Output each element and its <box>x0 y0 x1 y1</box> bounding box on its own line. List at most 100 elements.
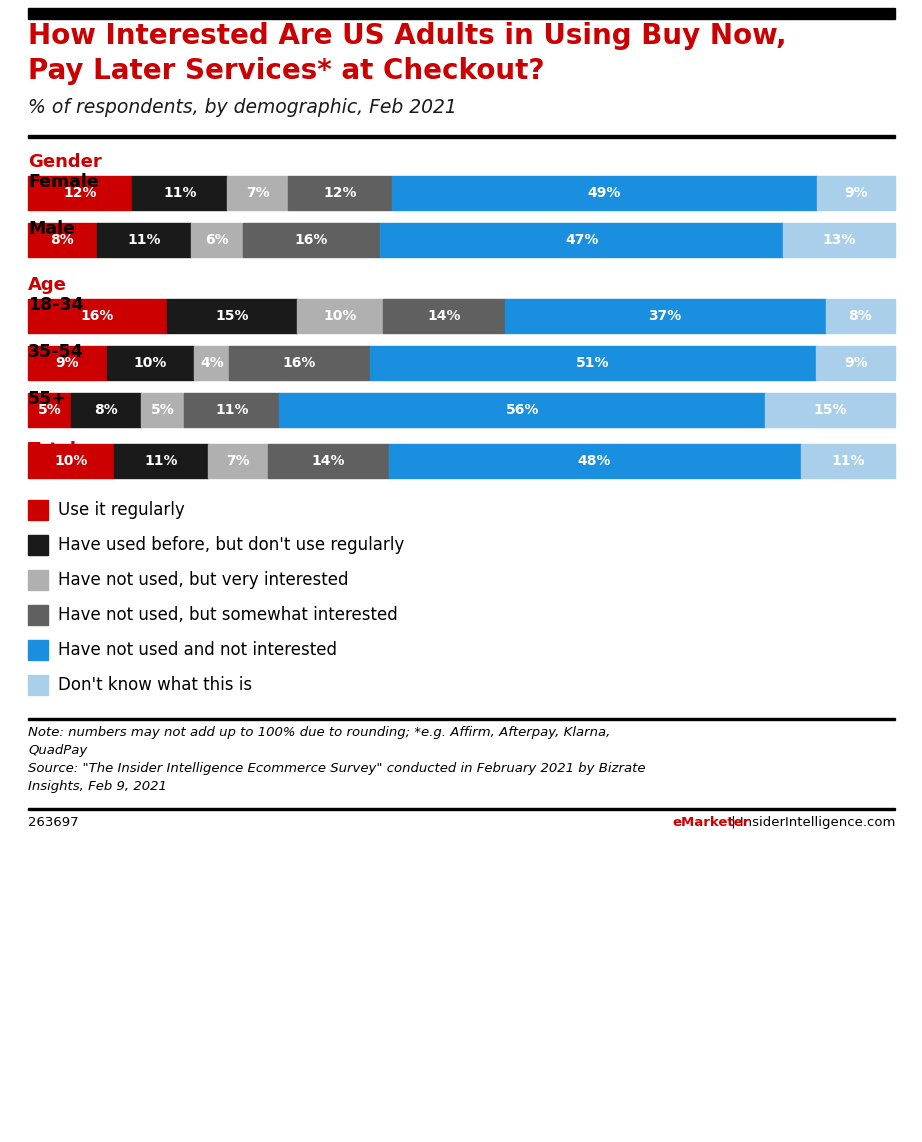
Bar <box>384 299 505 333</box>
Bar <box>242 223 380 257</box>
Bar <box>817 176 895 210</box>
Text: 47%: 47% <box>565 233 598 247</box>
Text: 8%: 8% <box>51 233 74 247</box>
Bar <box>28 135 895 138</box>
Text: 8%: 8% <box>848 309 872 323</box>
Bar <box>392 176 817 210</box>
Bar <box>28 393 71 427</box>
Bar <box>28 718 895 719</box>
Text: 7%: 7% <box>227 455 250 468</box>
Bar <box>784 223 895 257</box>
Bar <box>28 176 132 210</box>
Text: 9%: 9% <box>845 186 868 200</box>
Text: 48%: 48% <box>578 455 611 468</box>
Text: 8%: 8% <box>94 403 118 417</box>
Bar <box>28 809 895 810</box>
Bar <box>28 223 97 257</box>
Bar <box>195 346 230 380</box>
Bar <box>28 444 113 478</box>
Text: 263697: 263697 <box>28 817 78 829</box>
Bar <box>28 299 167 333</box>
Text: 6%: 6% <box>205 233 229 247</box>
Text: Have not used and not interested: Have not used and not interested <box>58 641 337 659</box>
Bar <box>825 299 895 333</box>
Text: 11%: 11% <box>163 186 196 200</box>
Text: 56%: 56% <box>505 403 538 417</box>
Text: 12%: 12% <box>64 186 97 200</box>
Text: | InsiderIntelligence.com: | InsiderIntelligence.com <box>727 817 895 829</box>
Bar <box>28 605 48 625</box>
Text: 5%: 5% <box>38 403 62 417</box>
Text: 37%: 37% <box>648 309 682 323</box>
Text: 35-54: 35-54 <box>28 343 84 361</box>
Bar <box>230 346 370 380</box>
Bar <box>279 393 765 427</box>
Text: 9%: 9% <box>844 356 868 370</box>
Text: 7%: 7% <box>246 186 269 200</box>
Text: 10%: 10% <box>134 356 167 370</box>
Text: Total: Total <box>28 441 77 459</box>
Bar <box>107 346 195 380</box>
Bar <box>28 640 48 660</box>
Bar <box>132 176 228 210</box>
Bar <box>816 346 895 380</box>
Text: Use it regularly: Use it regularly <box>58 501 184 518</box>
Text: 10%: 10% <box>324 309 357 323</box>
Bar <box>297 299 384 333</box>
Bar <box>191 223 242 257</box>
Text: 11%: 11% <box>145 455 178 468</box>
Text: Have not used, but very interested: Have not used, but very interested <box>58 571 349 589</box>
Bar <box>141 393 184 427</box>
Bar <box>800 444 895 478</box>
Bar <box>268 444 388 478</box>
Bar <box>380 223 784 257</box>
Text: 4%: 4% <box>200 356 224 370</box>
Bar <box>167 299 297 333</box>
Text: 14%: 14% <box>312 455 345 468</box>
Text: Don't know what this is: Don't know what this is <box>58 676 252 694</box>
Text: Age: Age <box>28 276 67 293</box>
Bar <box>288 176 392 210</box>
Text: Have used before, but don't use regularly: Have used before, but don't use regularl… <box>58 536 404 554</box>
Text: 51%: 51% <box>576 356 609 370</box>
Text: Pay Later Services* at Checkout?: Pay Later Services* at Checkout? <box>28 57 545 85</box>
Text: 11%: 11% <box>831 455 865 468</box>
Text: Male: Male <box>28 220 75 238</box>
Text: 11%: 11% <box>215 403 249 417</box>
Bar <box>28 8 895 19</box>
Text: 5%: 5% <box>150 403 174 417</box>
Text: 49%: 49% <box>588 186 621 200</box>
Bar <box>370 346 816 380</box>
Text: 10%: 10% <box>54 455 88 468</box>
Text: 18-34: 18-34 <box>28 296 84 314</box>
Bar <box>184 393 279 427</box>
Bar <box>28 675 48 695</box>
Text: eMarketer: eMarketer <box>673 817 750 829</box>
Text: How Interested Are US Adults in Using Buy Now,: How Interested Are US Adults in Using Bu… <box>28 22 786 50</box>
Text: 9%: 9% <box>55 356 79 370</box>
Text: 15%: 15% <box>813 403 846 417</box>
Bar <box>71 393 141 427</box>
Text: Gender: Gender <box>28 153 101 171</box>
Text: 12%: 12% <box>324 186 357 200</box>
Text: 16%: 16% <box>295 233 328 247</box>
Bar <box>97 223 191 257</box>
Bar <box>505 299 825 333</box>
Text: 11%: 11% <box>127 233 160 247</box>
Bar <box>28 534 48 555</box>
Text: 16%: 16% <box>80 309 114 323</box>
Text: 14%: 14% <box>428 309 461 323</box>
Text: 16%: 16% <box>283 356 316 370</box>
Bar <box>388 444 800 478</box>
Bar <box>28 500 48 520</box>
Bar <box>765 393 895 427</box>
Bar <box>113 444 208 478</box>
Bar <box>228 176 288 210</box>
Text: Female: Female <box>28 172 99 191</box>
Bar <box>28 346 107 380</box>
Text: 13%: 13% <box>822 233 856 247</box>
Bar <box>208 444 268 478</box>
Text: 15%: 15% <box>215 309 249 323</box>
Bar <box>28 570 48 590</box>
Text: Have not used, but somewhat interested: Have not used, but somewhat interested <box>58 606 397 624</box>
